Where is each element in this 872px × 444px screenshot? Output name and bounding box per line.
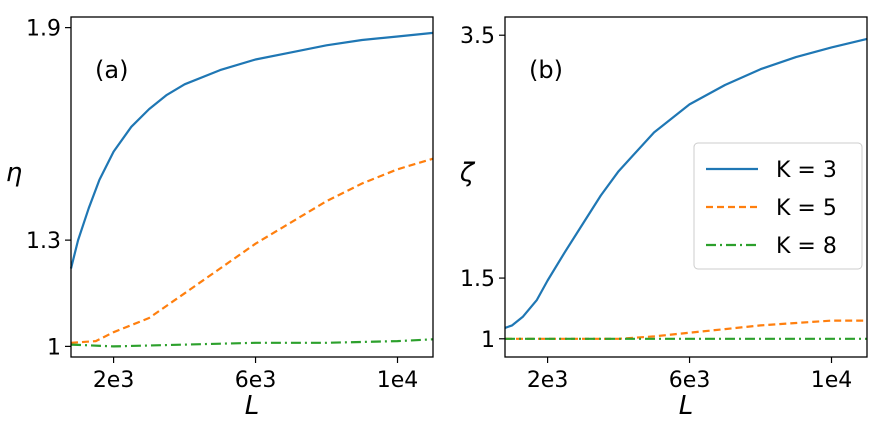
- plot-frame: [70, 16, 434, 358]
- legend-box: [693, 142, 863, 270]
- series-line-k=3: [69, 31, 434, 269]
- panel-b: 2e3 6e3 1e4 1 1.5 3.5 Lζ (b) K = 3 K = 5 K = 8: [459, 16, 868, 421]
- y-tick-label: 1.5: [460, 267, 495, 292]
- panel-a: 2e3 6e3 1e4 1 1.3 1.9 Lη (a): [6, 16, 434, 421]
- plot-frame: [504, 16, 868, 358]
- y-tick-label: 1.9: [26, 17, 61, 42]
- series-line-k=8: [70, 338, 434, 348]
- panel-label: (a): [95, 56, 128, 84]
- x-axis-label: L: [245, 391, 260, 421]
- legend-label: K = 3: [776, 158, 837, 183]
- y-tick-label: 1: [481, 328, 495, 353]
- x-tick-label: 1e4: [377, 368, 419, 393]
- y-tick-label: 3.5: [460, 24, 495, 49]
- x-tick-label: 6e3: [669, 368, 711, 393]
- x-tick-label: 1e4: [811, 368, 853, 393]
- series-line-k=3: [504, 37, 868, 329]
- legend-label: K = 5: [776, 196, 837, 221]
- y-axis-label: ζ: [459, 158, 476, 188]
- series-line-k=5: [70, 157, 434, 344]
- y-tick-label: 1.3: [26, 229, 61, 254]
- x-tick-label: 6e3: [235, 368, 277, 393]
- panel-label: (b): [529, 56, 563, 84]
- x-tick-label: 2e3: [93, 368, 135, 393]
- series-line-k=5: [505, 319, 867, 340]
- legend-label: K = 8: [776, 234, 837, 259]
- x-axis-label: L: [679, 391, 694, 421]
- y-axis-label: η: [6, 158, 22, 188]
- x-tick-label: 2e3: [527, 368, 569, 393]
- y-tick-label: 1: [47, 335, 61, 360]
